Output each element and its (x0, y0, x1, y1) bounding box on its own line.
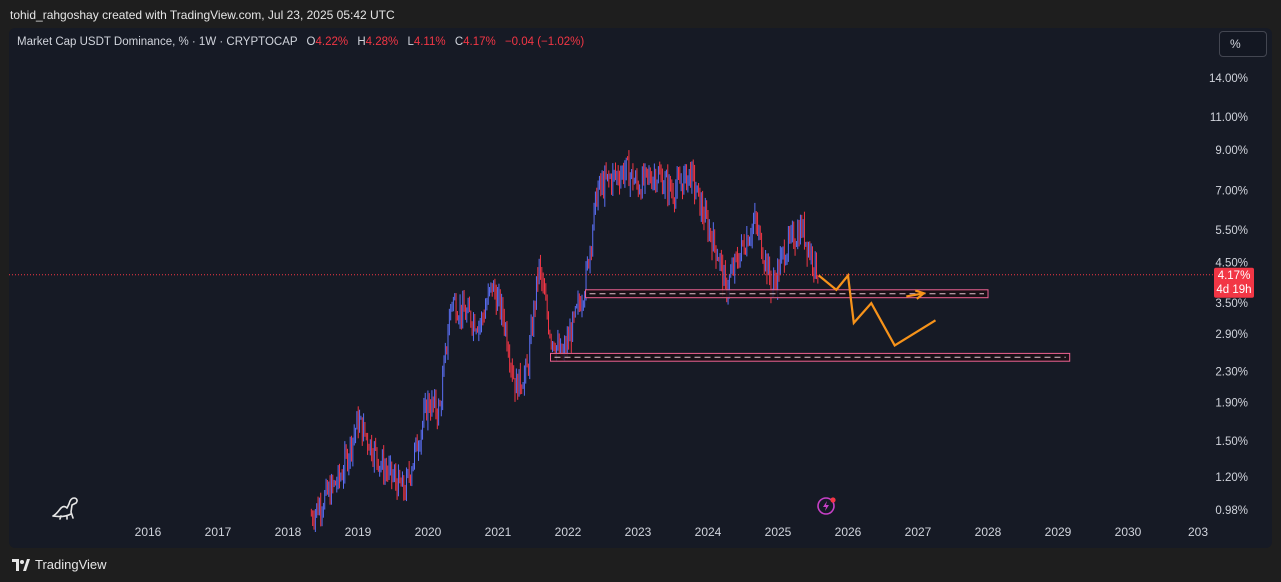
brand-label: TradingView (35, 557, 107, 572)
x-tick-label: 2029 (1045, 525, 1072, 539)
y-tick-label: 1.90% (1215, 397, 1248, 409)
candles-layer (9, 150, 1214, 532)
attribution-text: tohid_rahgoshay created with TradingView… (10, 8, 395, 22)
symbol-title: Market Cap USDT Dominance, % · 1W · CRYP… (17, 36, 298, 48)
y-tick-label: 4.50% (1215, 257, 1248, 269)
high-value: 4.28% (365, 36, 399, 48)
y-tick-label: 14.00% (1209, 73, 1248, 85)
x-tick-label: 2018 (275, 525, 302, 539)
price-chart[interactable]: 14.00% 11.00% 9.00% 7.00% 5.50% 4.50% 3.50% 2.9… (9, 28, 1272, 548)
time-axis: 2016 2017 2018 2019 2020 2021 2022 2023 2024 2025… (135, 525, 1209, 539)
x-tick-label: 2023 (625, 525, 652, 539)
price-axis: 14.00% 11.00% 9.00% 7.00% 5.50% 4.50% 3.50% 2.9… (1209, 73, 1248, 517)
high-label: H (357, 36, 366, 48)
x-tick-label: 2022 (555, 525, 582, 539)
change-value: −0.04 (−1.02%) (504, 36, 585, 48)
percent-scale-button[interactable]: % (1219, 31, 1267, 57)
footer-bar: TradingView (0, 548, 1281, 582)
tradingview-logo-icon (12, 558, 30, 571)
price-badge-countdown: 4d 19h (1216, 284, 1251, 296)
y-tick-label: 5.50% (1215, 225, 1248, 237)
close-label: C (454, 36, 464, 48)
y-tick-label: 7.00% (1215, 186, 1248, 198)
x-tick-label: 2021 (485, 525, 512, 539)
projection-path[interactable] (818, 272, 937, 347)
y-tick-label: 0.98% (1215, 505, 1248, 517)
price-badge-bg (1214, 267, 1254, 298)
x-tick-label: 2025 (765, 525, 792, 539)
projection-arrow[interactable] (906, 292, 924, 298)
open-value: 4.22% (315, 36, 349, 48)
x-tick-label: 2016 (135, 525, 162, 539)
tradingview-brand[interactable]: TradingView (12, 557, 107, 572)
projection-arrowhead (914, 289, 927, 300)
x-tick-label: 2024 (695, 525, 722, 539)
chart-panel[interactable]: 14.00% 11.00% 9.00% 7.00% 5.50% 4.50% 3.50% 2.9… (9, 28, 1272, 548)
x-tick-label: 203 (1188, 525, 1208, 539)
x-tick-label: 2026 (835, 525, 862, 539)
low-label: L (407, 36, 414, 48)
y-tick-label: 9.00% (1215, 145, 1248, 157)
price-badge-value: 4.17% (1218, 270, 1251, 282)
y-tick-label: 1.20% (1215, 472, 1248, 484)
y-tick-label: 3.50% (1215, 298, 1248, 310)
y-tick-label: 2.90% (1215, 329, 1248, 341)
open-label: O (306, 36, 316, 48)
y-tick-label: 11.00% (1210, 112, 1248, 124)
chart-legend: Market Cap USDT Dominance, % · 1W · CRYP… (17, 36, 584, 48)
low-value: 4.11% (413, 36, 446, 48)
x-tick-label: 2019 (345, 525, 372, 539)
x-tick-label: 2027 (905, 525, 932, 539)
price-badge: 4.17% 4d 19h (1214, 267, 1254, 298)
support-zone[interactable] (585, 289, 989, 299)
x-tick-label: 2020 (415, 525, 442, 539)
projection-layer (818, 272, 937, 347)
lightning-alert-icon[interactable] (817, 497, 836, 515)
support-zones-layer (550, 289, 1071, 362)
x-tick-label: 2028 (975, 525, 1002, 539)
y-tick-label: 1.50% (1215, 436, 1248, 448)
y-tick-label: 2.30% (1215, 366, 1248, 378)
dino-icon[interactable] (52, 497, 78, 520)
x-tick-label: 2030 (1115, 525, 1142, 539)
x-tick-label: 2017 (205, 525, 232, 539)
close-value: 4.17% (463, 36, 496, 48)
attribution-bar: tohid_rahgoshay created with TradingView… (0, 0, 1281, 28)
